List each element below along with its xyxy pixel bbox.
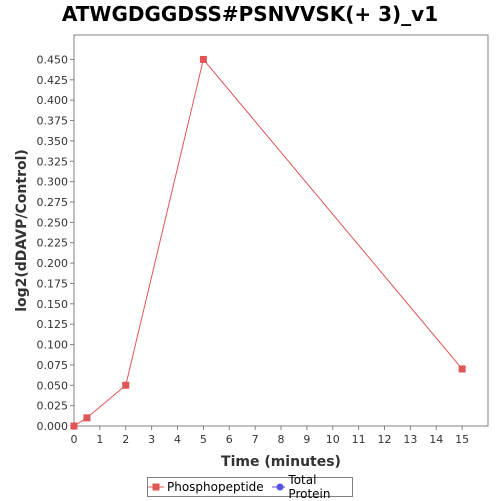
y-tick-label: 0.350 bbox=[37, 135, 69, 148]
chart-title: ATWGDGGDSS#PSNVVSK(+ 3)_v1 bbox=[61, 2, 439, 26]
x-tick-label: 6 bbox=[226, 433, 233, 446]
y-tick-label: 0.075 bbox=[37, 359, 69, 372]
legend-item: Total Protein bbox=[271, 473, 352, 501]
y-tick-label: 0.000 bbox=[37, 420, 69, 433]
y-tick-label: 0.450 bbox=[37, 53, 69, 66]
y-tick-label: 0.025 bbox=[37, 400, 69, 413]
x-tick-label: 11 bbox=[352, 433, 366, 446]
y-tick-label: 0.150 bbox=[37, 298, 69, 311]
y-tick-label: 0.275 bbox=[37, 196, 69, 209]
legend-swatch bbox=[148, 483, 164, 491]
x-tick-label: 9 bbox=[303, 433, 310, 446]
y-tick-label: 0.125 bbox=[37, 318, 69, 331]
x-tick-label: 3 bbox=[148, 433, 155, 446]
legend-label: Total Protein bbox=[288, 473, 331, 501]
y-tick-label: 0.175 bbox=[37, 277, 69, 290]
data-point bbox=[70, 422, 78, 430]
x-tick-label: 2 bbox=[122, 433, 129, 446]
x-tick-label: 0 bbox=[71, 433, 78, 446]
x-tick-label: 8 bbox=[278, 433, 285, 446]
y-tick-label: 0.425 bbox=[37, 74, 69, 87]
plot-area: 0.000 0.025 0.050 0.075 0.100 0.125 0.150 0.175… bbox=[14, 34, 489, 470]
x-tick-label: 7 bbox=[252, 433, 259, 446]
legend-label: Phosphopeptide bbox=[167, 480, 264, 494]
legend-swatch bbox=[271, 483, 286, 491]
y-tick-label: 0.400 bbox=[37, 94, 69, 107]
x-tick-label: 1 bbox=[96, 433, 103, 446]
x-axis-label: Time (minutes) bbox=[221, 454, 341, 470]
y-tick-label: 0.100 bbox=[37, 339, 69, 352]
x-tick-label: 13 bbox=[403, 433, 417, 446]
plot-frame bbox=[73, 34, 489, 427]
y-tick-label: 0.325 bbox=[37, 155, 69, 168]
y-tick-label: 0.250 bbox=[37, 216, 69, 229]
data-point bbox=[83, 414, 91, 422]
x-tick-label: 5 bbox=[200, 433, 207, 446]
legend-item: Phosphopeptide bbox=[148, 480, 264, 494]
y-tick-label: 0.200 bbox=[37, 257, 69, 270]
x-tick-label: 4 bbox=[174, 433, 181, 446]
y-tick-label: 0.225 bbox=[37, 237, 69, 250]
x-tick-label: 15 bbox=[455, 433, 469, 446]
data-point bbox=[122, 381, 130, 389]
y-tick-label: 0.375 bbox=[37, 115, 69, 128]
y-axis-label: log2(dDAVP/Control) bbox=[14, 149, 30, 312]
data-point bbox=[199, 55, 207, 63]
y-tick-label: 0.050 bbox=[37, 379, 69, 392]
y-tick-label: 0.300 bbox=[37, 176, 69, 189]
legend: Phosphopeptide Total Protein bbox=[147, 473, 353, 501]
data-point bbox=[458, 365, 466, 373]
x-tick-label: 14 bbox=[429, 433, 443, 446]
x-tick-label: 12 bbox=[378, 433, 392, 446]
x-tick-label: 10 bbox=[326, 433, 340, 446]
